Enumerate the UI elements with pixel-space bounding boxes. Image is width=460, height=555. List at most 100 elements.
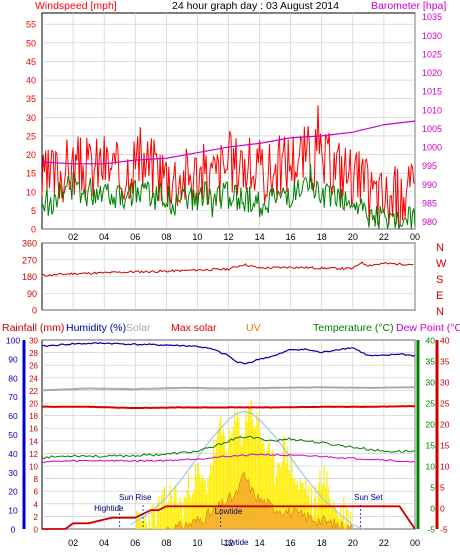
rain-tick-label: 30 xyxy=(8,468,18,478)
hour-tick-label: 08 xyxy=(161,538,171,548)
header-label: Dew Point (°C) xyxy=(396,322,460,334)
humidity-tick-label: 0 xyxy=(34,526,39,535)
wind-tick-label: 45 xyxy=(26,57,36,67)
humidity-tick-label: 8 xyxy=(34,475,39,484)
hour-tick-label: 16 xyxy=(286,538,296,548)
rain-tick-label: 20 xyxy=(8,487,18,497)
rain-tick-label: 100 xyxy=(6,336,20,346)
hour-tick-label: 12 xyxy=(223,232,233,242)
humidity-tick-label: 6 xyxy=(34,488,39,497)
hour-tick-label: 22 xyxy=(379,538,389,548)
hour-tick-label: 20 xyxy=(348,232,358,242)
dew-point-series xyxy=(41,453,416,464)
dew-point-tick-label: 10 xyxy=(440,462,450,472)
dew-point-tick-label: 20 xyxy=(440,420,450,430)
wind-tick-label: 20 xyxy=(26,150,36,160)
direction-tick-label: 180 xyxy=(22,272,37,282)
humidity-tick-label: 12 xyxy=(29,450,38,459)
hour-tick-label: 14 xyxy=(255,538,265,548)
rain-tick-label: 90 xyxy=(8,354,18,364)
barometer-tick-label: 1010 xyxy=(422,105,442,115)
barometer-tick-label: 1025 xyxy=(422,49,442,59)
wind-tick-label: 50 xyxy=(26,38,36,48)
rain-tick-label: 80 xyxy=(8,373,18,383)
wind-tick-label: 0 xyxy=(31,225,36,235)
header-label: Temperature (°C) xyxy=(313,322,394,334)
barometer-tick-label: 1030 xyxy=(422,31,442,41)
hour-tick-label: 16 xyxy=(286,232,296,242)
hour-tick-label: 04 xyxy=(99,538,109,548)
humidity-tick-label: 22 xyxy=(29,387,38,396)
compass-label: E xyxy=(436,290,443,302)
barometer-tick-label: 1000 xyxy=(422,143,442,153)
tide-sun-annotation: Lowtide xyxy=(215,507,243,516)
dew-point-tick-label: 40 xyxy=(440,336,450,346)
rain-tick-label: 40 xyxy=(8,449,18,459)
hour-tick-label: 22 xyxy=(379,232,389,242)
wind-tick-label: 40 xyxy=(26,76,36,86)
hour-tick-label: 02 xyxy=(68,538,78,548)
direction-tick-label: 270 xyxy=(22,255,37,265)
temperature-tick-label: 20 xyxy=(426,420,436,430)
hour-tick-label: 04 xyxy=(99,232,109,242)
dew-point-tick-label: 25 xyxy=(440,399,450,409)
temperature-tick-label: 15 xyxy=(426,441,436,451)
barometer-tick-label: 1005 xyxy=(422,124,442,134)
wind-tick-label: 5 xyxy=(31,206,36,216)
barometer-tick-label: 1035 xyxy=(422,12,442,22)
hour-tick-label: 14 xyxy=(255,232,265,242)
header-label: UV xyxy=(246,322,261,334)
hour-tick-label: 10 xyxy=(192,538,202,548)
barometer-series xyxy=(41,120,416,165)
barometer-tick-label: 990 xyxy=(422,180,437,190)
max-solar-curve xyxy=(130,410,364,530)
hour-tick-label: 06 xyxy=(130,538,140,548)
hour-tick-label: 10 xyxy=(192,232,202,242)
direction-tick-label: 360 xyxy=(22,239,37,249)
humidity-tick-label: 4 xyxy=(34,500,39,509)
rain-tick-label: 70 xyxy=(8,392,18,402)
temperature-tick-label: 5 xyxy=(430,483,435,493)
rain-tick-label: 50 xyxy=(8,430,18,440)
direction-tick-label: 0 xyxy=(32,306,37,316)
dew-point-tick-label: 35 xyxy=(440,357,450,367)
temperature-tick-label: 30 xyxy=(426,378,436,388)
hour-tick-label: 08 xyxy=(161,232,171,242)
hour-tick-label: 06 xyxy=(130,232,140,242)
hour-tick-label: 02 xyxy=(68,232,78,242)
humidity-tick-label: 30 xyxy=(29,337,38,346)
humidity-tick-label: 16 xyxy=(29,425,38,434)
dew-point-tick-label: 15 xyxy=(440,441,450,451)
wind-tick-label: 55 xyxy=(26,20,36,30)
barometer-tick-label: 985 xyxy=(422,198,437,208)
compass-label: W xyxy=(436,258,447,270)
wind-tick-label: 25 xyxy=(26,131,36,141)
rain-tick-label: 10 xyxy=(8,506,18,516)
temperature-tick-label: 35 xyxy=(426,357,436,367)
wind-direction-series xyxy=(41,261,414,277)
humidity-tick-label: 14 xyxy=(29,437,38,446)
humidity-tick-label: 28 xyxy=(29,349,38,358)
direction-tick-label: 90 xyxy=(27,289,37,299)
dew-point-tick-label: 5 xyxy=(440,483,445,493)
humidity-tick-label: 10 xyxy=(29,463,38,472)
humidity-tick-label: 20 xyxy=(29,400,38,409)
compass-label: S xyxy=(436,274,443,286)
wind-barometer-panel: 0510152025303540455055980985990995100010… xyxy=(26,0,446,242)
header-label: Solar xyxy=(126,322,151,334)
humidity-series xyxy=(41,342,416,365)
temperature-tick-label: 10 xyxy=(426,462,436,472)
dew-point-tick-label: 0 xyxy=(440,504,445,514)
hour-tick-label: 00 xyxy=(410,538,420,548)
chart-title: 24 hour graph day : 03 August 2014 xyxy=(172,0,339,12)
header-label: Rainfall (mm) xyxy=(2,322,64,334)
hour-tick-label: 12 xyxy=(223,538,233,548)
temperature-tick-label: 40 xyxy=(426,336,436,346)
rain-tick-label: 0 xyxy=(11,525,16,535)
grey-reference-series xyxy=(42,386,416,392)
barometer-tick-label: 1015 xyxy=(422,87,442,97)
compass-label: N xyxy=(436,242,444,254)
temperature-tick-label: 0 xyxy=(430,504,435,514)
